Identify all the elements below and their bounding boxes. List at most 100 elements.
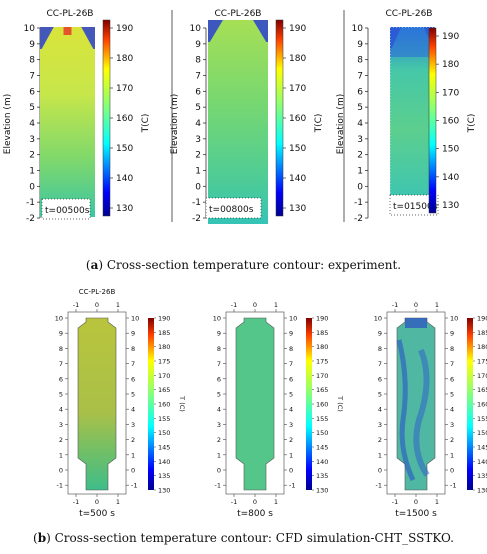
exp-colorbar-tick-label: 140 — [442, 173, 459, 183]
exp-colorbar-tick-label: 150 — [442, 145, 459, 155]
sim-y-tick-label-left: 9 — [59, 330, 63, 338]
sim-y-tick-label-left: 8 — [59, 345, 63, 353]
exp-panel-title: CC-PL-26B — [386, 9, 433, 19]
sim-colorbar-tick-label: 180 — [477, 343, 487, 351]
sim-y-tick-label-right: 2 — [450, 436, 454, 444]
sim-colorbar-tick-label: 175 — [477, 358, 487, 366]
exp-contour-field — [40, 27, 95, 217]
sim-colorbar-label: T (C) — [178, 395, 186, 412]
sim-colorbar-tick-label: 150 — [477, 429, 487, 437]
sim-x-tick-label-top: -1 — [73, 301, 79, 309]
caption-b-text: Cross-section temperature contour: CFD s… — [54, 531, 454, 545]
sim-y-tick-label-left: 1 — [378, 451, 382, 459]
sim-y-tick-label-right: 6 — [289, 375, 293, 383]
exp-y-tick-label: 2 — [29, 151, 35, 161]
exp-cold-corner-left — [40, 27, 54, 49]
sim-y-tick-label-left: 7 — [59, 360, 63, 368]
sim-vessel-contour — [77, 317, 117, 491]
exp-cold-corner-right — [81, 27, 95, 49]
sim-y-tick-label-left: 6 — [217, 375, 221, 383]
exp-colorbar-tick-label: 140 — [289, 174, 306, 184]
exp-time-label: t=00500s — [45, 206, 90, 216]
sim-colorbar-tick-label: 190 — [477, 315, 487, 323]
sim-y-tick-label-right: 4 — [289, 406, 293, 414]
sim-y-tick-label-left: 3 — [378, 421, 382, 429]
exp-y-tick-label: -2 — [192, 214, 201, 224]
sim-colorbar-tick-label: 145 — [158, 444, 170, 452]
sim-y-tick-label-right: 10 — [131, 315, 139, 323]
exp-y-tick-label: 2 — [195, 151, 201, 161]
sim-x-tick-label-bottom: 1 — [274, 498, 278, 506]
sim-colorbar-tick-label: 130 — [316, 487, 328, 495]
exp-y-tick-label: 9 — [195, 40, 201, 50]
sim-x-tick-label-top: 1 — [116, 301, 120, 309]
exp-y-tick-label: 2 — [357, 151, 363, 161]
sim-x-tick-label-top: 1 — [435, 301, 439, 309]
exp-colorbar-tick-label: 190 — [289, 24, 306, 34]
sim-y-tick-label-right: 9 — [131, 330, 135, 338]
sim-cold-plume — [396, 339, 416, 482]
sim-y-tick-label-right: 1 — [289, 451, 293, 459]
exp-y-tick-label: 0 — [195, 182, 201, 192]
exp-y-axis-label: Elevation (m) — [170, 94, 180, 154]
exp-hot-spot — [63, 27, 72, 35]
sim-y-tick-label-left: 0 — [59, 467, 63, 475]
exp-colorbar-tick-label: 130 — [442, 201, 459, 211]
sim-colorbar-tick-label: 160 — [158, 401, 170, 409]
sim-panel-1: 10 109 98 87 76 65 54 43 32 21 10 0-1 -1-1-10011CC-P… — [55, 288, 186, 519]
sim-colorbar-tick-label: 150 — [316, 429, 328, 437]
sim-y-tick-label-right: 10 — [289, 315, 297, 323]
sim-y-tick-label-left: -1 — [215, 482, 221, 490]
sim-colorbar-tick-label: 170 — [477, 372, 487, 380]
sim-y-tick-label-left: 2 — [59, 436, 63, 444]
exp-y-tick-label: 3 — [357, 135, 363, 145]
exp-cold-top-band — [390, 27, 435, 57]
sim-x-tick-label-top: 1 — [274, 301, 278, 309]
exp-colorbar-tick-label: 130 — [289, 204, 306, 214]
sim-y-tick-label-right: 1 — [450, 451, 454, 459]
sim-y-tick-label-right: -1 — [289, 482, 295, 490]
exp-y-tick-label: 1 — [357, 167, 363, 177]
exp-y-tick-label: 10 — [352, 24, 364, 34]
exp-y-tick-label: 4 — [195, 119, 201, 129]
sim-y-tick-label-left: 7 — [378, 360, 382, 368]
sim-y-tick-label-right: 7 — [450, 360, 454, 368]
sim-colorbar-tick-label: 190 — [316, 315, 328, 323]
sim-y-tick-label-right: 4 — [131, 406, 135, 414]
caption-b-letter: b — [37, 531, 47, 545]
caption-a-letter: a — [90, 258, 99, 272]
exp-colorbar-tick-label: 190 — [116, 24, 133, 34]
sim-y-tick-label-right: 0 — [131, 467, 135, 475]
sim-x-tick-label-bottom: 1 — [116, 498, 120, 506]
sim-y-tick-label-left: 8 — [378, 345, 382, 353]
sim-x-tick-label-top: 0 — [253, 301, 257, 309]
sim-x-tick-label-bottom: 1 — [435, 498, 439, 506]
sim-colorbar-tick-label: 155 — [477, 415, 487, 423]
sim-colorbar — [467, 318, 473, 490]
sim-y-tick-label-right: 0 — [450, 467, 454, 475]
exp-time-label: t=01500s — [393, 202, 438, 212]
sim-time-label: t=800 s — [237, 509, 273, 519]
exp-y-tick-label: 8 — [195, 56, 201, 66]
caption-b: (b) Cross-section temperature contour: C… — [33, 531, 454, 545]
sim-y-tick-label-right: 8 — [289, 345, 293, 353]
sim-colorbar-tick-label: 140 — [477, 458, 487, 466]
sim-colorbar-tick-label: 165 — [316, 386, 328, 394]
exp-y-tick-label: 10 — [190, 24, 202, 34]
sim-colorbar-tick-label: 135 — [477, 472, 487, 480]
exp-y-tick-label: -1 — [354, 198, 363, 208]
sim-y-tick-label-left: 8 — [217, 345, 221, 353]
exp-colorbar-tick-label: 150 — [289, 144, 306, 154]
exp-y-tick-label: 6 — [195, 87, 201, 97]
sim-y-tick-label-right: -1 — [131, 482, 137, 490]
sim-y-tick-label-right: 9 — [289, 330, 293, 338]
exp-y-tick-label: 7 — [357, 72, 363, 82]
sim-colorbar-tick-label: 160 — [477, 401, 487, 409]
exp-y-tick-label: -1 — [192, 198, 201, 208]
sim-colorbar-tick-label: 165 — [477, 386, 487, 394]
exp-y-axis-label: Elevation (m) — [3, 94, 13, 154]
exp-colorbar-tick-label: 160 — [289, 114, 306, 124]
sim-colorbar-tick-label: 155 — [316, 415, 328, 423]
sim-y-tick-label-left: 3 — [59, 421, 63, 429]
